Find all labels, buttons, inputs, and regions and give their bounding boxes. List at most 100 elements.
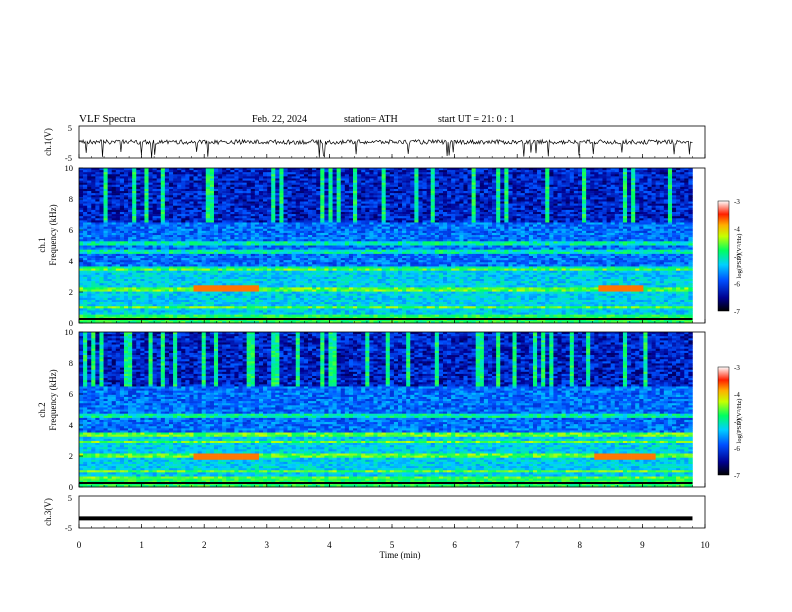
spectrogram-cell (206, 170, 210, 172)
spectrogram-cell (181, 204, 185, 206)
spectrogram-cell (324, 283, 328, 285)
spectrogram-cell (157, 183, 161, 185)
spectrogram-cell (226, 197, 230, 199)
spectrogram-cell (300, 283, 304, 285)
spectrogram-cell (144, 206, 148, 208)
spectrogram-cell (87, 222, 91, 224)
spectrogram-cell (353, 216, 357, 218)
spectrogram-cell (349, 216, 353, 218)
spectrogram-cell (337, 197, 341, 199)
spectrogram-cell (99, 208, 103, 210)
spectrogram-cell (165, 202, 169, 204)
spectrogram-cell (140, 277, 144, 279)
spectrogram-cell (83, 285, 87, 287)
spectrogram-cell (337, 258, 341, 260)
spectrogram-cell (165, 313, 169, 315)
spectrogram-cell (140, 176, 144, 178)
spectrogram-cell (320, 225, 324, 227)
spectrogram-cell (91, 300, 95, 302)
spectrogram-cell (181, 304, 185, 306)
spectrogram-cell (149, 258, 153, 260)
spectrogram-cell (120, 199, 124, 201)
spectrogram-cell (275, 222, 279, 224)
spectrogram-cell (91, 250, 95, 252)
spectrogram-cell (214, 235, 218, 237)
spectrogram-cell (230, 260, 234, 262)
spectrogram-cell (104, 181, 108, 183)
spectrogram-cell (259, 298, 263, 300)
spectrogram-cell (271, 266, 275, 268)
spectrogram-cell (149, 273, 153, 275)
spectrogram-cell (177, 248, 181, 250)
spectrogram-cell (263, 252, 267, 254)
spectrogram-cell (222, 178, 226, 180)
spectrogram-cell (218, 183, 222, 185)
spectrogram-cell (177, 275, 181, 277)
spectrogram-cell (345, 310, 349, 312)
spectrogram-cell (202, 246, 206, 248)
spectrogram-cell (189, 266, 193, 268)
spectrogram-cell (328, 298, 332, 300)
spectrogram-cell (116, 266, 120, 268)
spectrogram-cell (112, 296, 116, 298)
spectrogram-cell (194, 248, 198, 250)
spectrogram-cell (288, 275, 292, 277)
spectrogram-cell (149, 292, 153, 294)
spectrogram-cell (206, 279, 210, 281)
spectrogram-cell (312, 174, 316, 176)
spectrogram-cell (243, 271, 247, 273)
spectrogram-cell (234, 313, 238, 315)
spectrogram-cell (214, 212, 218, 214)
spectrogram-cell (149, 185, 153, 187)
spectrogram-cell (149, 266, 153, 268)
spectrogram-cell (259, 250, 263, 252)
spectrogram-cell (234, 214, 238, 216)
spectrogram-cell (181, 289, 185, 291)
spectrogram-cell (87, 296, 91, 298)
spectrogram-cell (177, 260, 181, 262)
spectrogram-cell (128, 197, 132, 199)
spectrogram-cell (292, 252, 296, 254)
spectrogram-cell (157, 202, 161, 204)
spectrogram-cell (222, 197, 226, 199)
spectrogram-cell (247, 289, 251, 291)
spectrogram-cell (116, 302, 120, 304)
spectrogram-cell (79, 281, 83, 283)
spectrogram-cell (194, 258, 198, 260)
spectrogram-cell (140, 174, 144, 176)
spectrogram-cell (263, 289, 267, 291)
spectrogram-cell (300, 183, 304, 185)
spectrogram-cell (324, 308, 328, 310)
spectrogram-cell (181, 258, 185, 260)
spectrogram-cell (157, 237, 161, 239)
spectrogram-cell (161, 250, 165, 252)
spectrogram-cell (116, 227, 120, 229)
spectrogram-cell (132, 197, 136, 199)
spectrogram-cell (288, 210, 292, 212)
spectrogram-cell (132, 214, 136, 216)
spectrogram-cell (116, 279, 120, 281)
spectrogram-cell (316, 193, 320, 195)
spectrogram-cell (136, 185, 140, 187)
spectrogram-cell (140, 264, 144, 266)
spectrogram-cell (230, 239, 234, 241)
spectrogram-cell (99, 227, 103, 229)
spectrogram-cell (275, 229, 279, 231)
spectrogram-cell (185, 227, 189, 229)
spectrogram-cell (206, 181, 210, 183)
spectrogram-cell (153, 248, 157, 250)
spectrogram-cell (247, 283, 251, 285)
spectrogram-cell (247, 296, 251, 298)
spectrogram-cell (210, 313, 214, 315)
spectrogram-cell (99, 197, 103, 199)
spectrogram-cell (304, 191, 308, 193)
spectrogram-cell (132, 306, 136, 308)
spectrogram-cell (181, 181, 185, 183)
spectrogram-cell (345, 189, 349, 191)
spectrogram-cell (177, 289, 181, 291)
spectrogram-cell (230, 183, 234, 185)
spectrogram-cell (165, 283, 169, 285)
spectrogram-cell (202, 235, 206, 237)
spectrogram-cell (99, 296, 103, 298)
spectrogram-cell (173, 281, 177, 283)
